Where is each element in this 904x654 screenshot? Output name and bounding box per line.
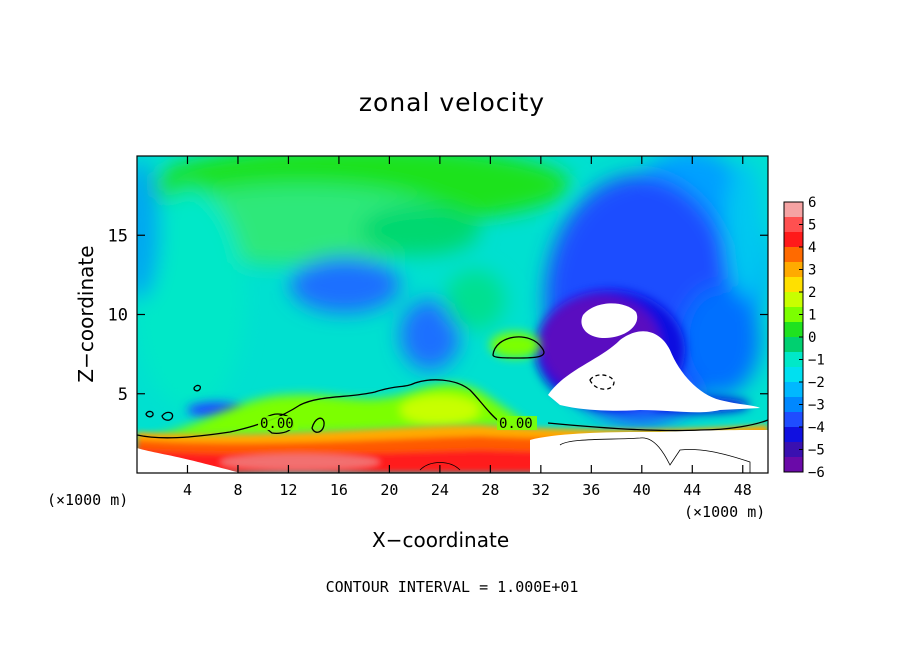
contour-small-loop (161, 411, 174, 421)
colorbar-swatch (784, 217, 803, 233)
colorbar-swatch (784, 247, 803, 263)
contour-thin-line (419, 462, 461, 471)
colorbar-tick-label: −3 (808, 398, 825, 414)
colorbar-swatch (784, 367, 803, 383)
y-axis-label: Z−coordinate (74, 245, 98, 383)
colorbar-tick-label: 2 (808, 285, 816, 301)
x-tick-label: 16 (330, 481, 348, 499)
colorbar-tick-label: −2 (808, 375, 825, 391)
x-axis: 4 8 12 16 20 24 28 32 36 40 44 48 (183, 156, 752, 499)
colorbar-swatch (784, 322, 803, 338)
colorbar-swatch (784, 232, 803, 248)
x-tick-label: 44 (683, 481, 701, 499)
colorbar-swatch (784, 457, 803, 473)
x-tick-label: 24 (431, 481, 449, 499)
colorbar-tick-label: −1 (808, 353, 825, 369)
chart-title: zonal velocity (358, 88, 546, 117)
colorbar-tick-label: 5 (808, 218, 816, 234)
contour-small-loop (145, 410, 154, 418)
colorbar-swatch (784, 427, 803, 443)
contour-zero-mound (492, 336, 545, 359)
x-axis-label: X−coordinate (372, 528, 510, 552)
x-tick-label: 4 (183, 481, 192, 499)
colorbar-tick-label: −6 (808, 465, 825, 481)
colorbar-tick-label: 0 (808, 330, 816, 346)
colorbar-tick-label: −4 (808, 420, 825, 436)
x-tick-label: 48 (734, 481, 752, 499)
x-tick-label: 20 (380, 481, 398, 499)
colorbar-swatch (784, 292, 803, 308)
colorbar-swatch (784, 442, 803, 458)
colorbar-tick-label: −5 (808, 443, 825, 459)
x-unit-left: (×1000 m) (47, 491, 129, 509)
colorbar-swatch (784, 307, 803, 323)
velocity-field (137, 156, 768, 473)
colorbar: 6 5 4 3 2 1 0 −1 −2 −3 −4 −5 −6 (783, 195, 825, 481)
contour-label: 0.00 (499, 416, 533, 432)
contour-negative-loop (589, 374, 615, 390)
x-tick-label: 8 (233, 481, 242, 499)
colorbar-swatch (784, 262, 803, 278)
colorbar-tick-label: 6 (808, 195, 816, 211)
contour-zero-line (137, 379, 768, 439)
colorbar-swatch (784, 337, 803, 353)
contour-labels: 0.00 0.00 (258, 416, 537, 432)
contour-thin-line (559, 437, 751, 473)
colorbar-swatch (784, 202, 803, 218)
colorbar-swatch (784, 382, 803, 398)
x-unit-right: (×1000 m) (684, 503, 766, 521)
y-tick-label: 5 (118, 385, 128, 405)
contour-interval-note: CONTOUR INTERVAL = 1.000E+01 (325, 578, 579, 596)
y-tick-label: 10 (108, 306, 128, 326)
contour-small-loop (193, 384, 202, 392)
x-tick-label: 32 (532, 481, 550, 499)
colorbar-swatch (784, 412, 803, 428)
x-tick-label: 36 (582, 481, 600, 499)
colorbar-swatch (784, 352, 803, 368)
x-tick-label: 28 (481, 481, 499, 499)
contour-label: 0.00 (260, 416, 294, 432)
x-tick-label: 12 (279, 481, 297, 499)
y-tick-label: 15 (108, 226, 128, 246)
x-tick-label: 40 (633, 481, 651, 499)
colorbar-swatch (784, 277, 803, 293)
y-axis: 5 10 15 (108, 226, 768, 405)
colorbar-tick-label: 4 (808, 240, 816, 256)
contour-small-loop (311, 417, 325, 433)
colorbar-swatch (784, 397, 803, 413)
colorbar-tick-label: 1 (808, 308, 816, 324)
colorbar-tick-label: 3 (808, 263, 816, 279)
